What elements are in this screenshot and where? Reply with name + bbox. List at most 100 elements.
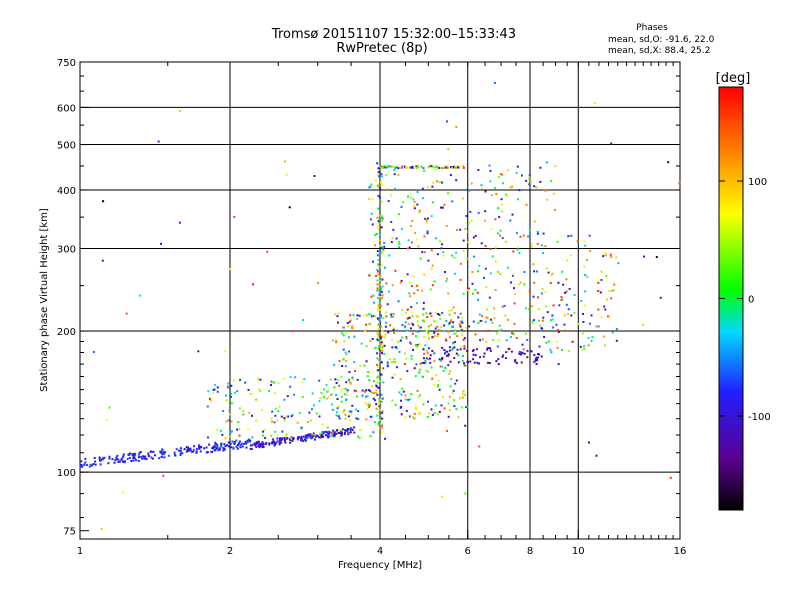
- data-point: [415, 345, 418, 348]
- data-point: [380, 216, 383, 219]
- data-point: [377, 259, 380, 262]
- data-point: [151, 457, 154, 460]
- data-point: [367, 371, 370, 373]
- data-point: [610, 142, 613, 145]
- data-point: [152, 450, 155, 453]
- data-point: [481, 315, 483, 318]
- data-point: [544, 189, 547, 192]
- data-point: [381, 397, 384, 400]
- data-point: [250, 447, 253, 450]
- data-point: [353, 389, 356, 392]
- data-point: [341, 332, 344, 335]
- data-point: [447, 364, 450, 367]
- data-point: [376, 250, 379, 253]
- data-point: [313, 175, 316, 177]
- data-point: [405, 357, 408, 360]
- data-point: [209, 397, 211, 400]
- data-point: [378, 405, 381, 408]
- data-point: [505, 351, 508, 354]
- data-point: [348, 371, 351, 374]
- data-point: [315, 412, 318, 415]
- data-point: [376, 279, 379, 282]
- data-point: [380, 426, 383, 429]
- data-point: [197, 350, 200, 353]
- data-point: [415, 363, 418, 366]
- data-point: [376, 216, 379, 219]
- data-point: [357, 410, 360, 413]
- data-point: [377, 228, 380, 231]
- data-point: [340, 433, 343, 436]
- x-tick-label: 16: [674, 546, 687, 557]
- data-point: [442, 254, 445, 257]
- data-point: [427, 358, 430, 361]
- data-point: [379, 275, 382, 278]
- data-point: [317, 282, 320, 284]
- data-point: [558, 304, 561, 307]
- data-point: [448, 395, 451, 398]
- data-point: [448, 336, 451, 339]
- data-point: [542, 232, 545, 235]
- data-point: [157, 140, 160, 143]
- data-point: [289, 385, 292, 388]
- data-point: [490, 318, 492, 321]
- data-point: [489, 180, 492, 183]
- data-point: [409, 281, 411, 284]
- data-point: [555, 340, 558, 343]
- data-point: [333, 363, 336, 366]
- data-point: [108, 457, 111, 460]
- data-point: [431, 264, 434, 267]
- data-point: [113, 461, 116, 464]
- data-point: [577, 323, 580, 325]
- data-point: [245, 446, 248, 449]
- data-point: [232, 446, 235, 449]
- data-point: [361, 389, 364, 392]
- data-point: [434, 237, 437, 240]
- data-point: [597, 281, 600, 284]
- data-point: [391, 165, 393, 168]
- data-point: [604, 254, 607, 257]
- data-point: [459, 323, 462, 326]
- data-point: [545, 305, 548, 308]
- data-point: [220, 442, 223, 445]
- data-point: [481, 187, 484, 190]
- data-point: [507, 318, 510, 321]
- data-point: [401, 336, 404, 339]
- data-point: [462, 338, 465, 341]
- data-point: [346, 390, 349, 393]
- data-point: [462, 390, 465, 393]
- data-point: [231, 440, 234, 443]
- data-point: [302, 435, 305, 438]
- data-point: [314, 438, 316, 441]
- data-point: [233, 391, 236, 394]
- data-point: [373, 421, 376, 423]
- data-point: [430, 315, 433, 318]
- data-point: [563, 323, 566, 326]
- data-point: [380, 181, 382, 184]
- data-point: [465, 406, 468, 408]
- data-point: [526, 356, 529, 359]
- data-point: [392, 361, 395, 364]
- data-point: [459, 312, 462, 315]
- data-point: [511, 274, 514, 277]
- data-point: [450, 378, 453, 381]
- data-point: [376, 317, 379, 320]
- data-point: [411, 166, 414, 169]
- data-point: [339, 430, 342, 433]
- data-point: [379, 404, 382, 407]
- data-point: [416, 238, 419, 241]
- data-point: [423, 251, 426, 254]
- data-point: [270, 434, 273, 437]
- data-point: [390, 361, 393, 364]
- data-point: [377, 220, 380, 223]
- data-point: [216, 386, 219, 389]
- data-point: [504, 240, 507, 243]
- data-point: [99, 463, 102, 466]
- data-point: [568, 349, 571, 352]
- data-point: [377, 185, 380, 188]
- data-point: [416, 203, 419, 206]
- data-point: [441, 358, 443, 361]
- data-point: [526, 339, 529, 341]
- data-point: [427, 325, 430, 328]
- data-point: [278, 405, 281, 408]
